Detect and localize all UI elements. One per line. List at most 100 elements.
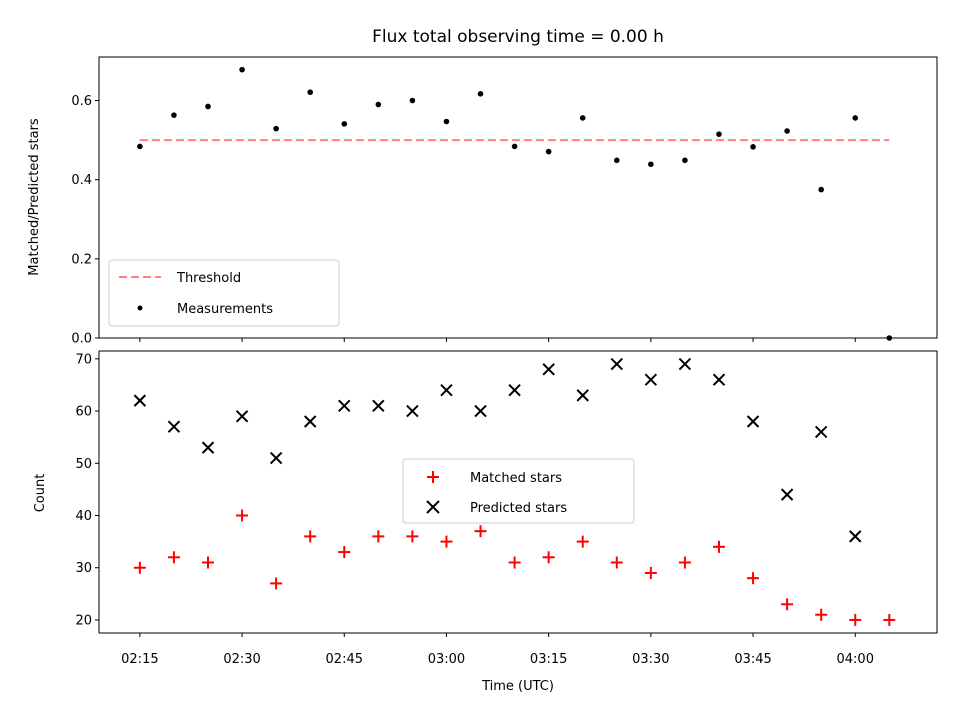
predicted-stars-point bbox=[610, 357, 623, 371]
measurement-point bbox=[648, 161, 654, 168]
matched-stars-point bbox=[781, 598, 794, 611]
measurement-point bbox=[511, 143, 518, 150]
measurement-point bbox=[613, 157, 620, 164]
predicted-stars-point bbox=[746, 415, 760, 428]
x-tick-label: 02:30 bbox=[223, 652, 260, 667]
predicted-stars-point bbox=[133, 394, 147, 407]
matched-stars-point bbox=[372, 530, 385, 543]
matched-stars-point bbox=[304, 530, 317, 543]
x-tick-label: 03:45 bbox=[734, 652, 771, 667]
y-tick-label: 40 bbox=[75, 509, 92, 524]
matched-legend-label: Matched stars bbox=[470, 471, 562, 486]
measurement-point bbox=[171, 112, 177, 118]
predicted-stars-point bbox=[303, 415, 317, 428]
count-plot-area bbox=[133, 357, 896, 626]
predicted-stars-point bbox=[269, 451, 283, 465]
measurement-point bbox=[239, 66, 245, 73]
matched-stars-point bbox=[508, 556, 521, 569]
ratio-legend-box bbox=[108, 259, 340, 327]
y-tick-label: 0.0 bbox=[71, 332, 92, 347]
measurements-legend-label: Measurements bbox=[177, 302, 273, 317]
measurement-point bbox=[716, 131, 722, 137]
measurement-point bbox=[307, 89, 314, 96]
predicted-stars-point bbox=[849, 530, 862, 543]
measurement-point bbox=[375, 101, 382, 108]
matched-legend-swatch bbox=[427, 471, 439, 483]
predicted-stars-point bbox=[712, 373, 726, 386]
measurement-point bbox=[784, 128, 790, 134]
predicted-stars-point bbox=[440, 383, 453, 397]
count-x-axis-label: Time (UTC) bbox=[481, 679, 554, 694]
count-x-ticks: 02:15 02:30 02:45 03:00 03:15 03:30 03:45 04:00 bbox=[121, 633, 874, 667]
y-tick-label: 0.2 bbox=[71, 252, 92, 267]
chart-title: Flux total observing time = 0.00 h bbox=[372, 27, 664, 47]
matched-stars-point bbox=[202, 556, 215, 569]
x-tick-label: 03:30 bbox=[632, 652, 669, 667]
predicted-legend-swatch bbox=[426, 500, 440, 514]
matched-stars-point bbox=[270, 577, 283, 590]
predicted-stars-point bbox=[201, 441, 215, 454]
matched-stars-point bbox=[883, 613, 896, 626]
y-tick-label: 0.4 bbox=[71, 173, 92, 188]
measurement-point bbox=[137, 143, 143, 150]
predicted-stars-point bbox=[235, 410, 249, 423]
ratio-y-ticks: 0.0 0.2 0.4 0.6 bbox=[71, 94, 99, 347]
count-axes-frame bbox=[98, 350, 938, 634]
measurement-point bbox=[750, 144, 756, 150]
predicted-legend-label: Predicted stars bbox=[470, 501, 567, 516]
predicted-stars-point bbox=[372, 399, 385, 413]
y-tick-label: 20 bbox=[75, 613, 92, 628]
predicted-stars-point bbox=[474, 404, 487, 418]
x-tick-label: 03:00 bbox=[428, 652, 465, 667]
count-legend-box bbox=[402, 458, 635, 524]
predicted-stars-point bbox=[406, 404, 419, 418]
matched-stars-point bbox=[474, 525, 487, 538]
predicted-stars-point bbox=[644, 373, 658, 386]
measurement-point bbox=[545, 148, 552, 155]
measurement-point bbox=[579, 115, 586, 121]
matched-stars-point bbox=[815, 608, 828, 621]
measurement-point bbox=[682, 157, 688, 164]
x-tick-label: 02:45 bbox=[326, 652, 363, 667]
ratio-plot-area bbox=[137, 66, 893, 341]
y-tick-label: 50 bbox=[75, 457, 92, 472]
count-panel: Count Time (UTC) 20 30 40 50 60 70 02:15 02:30… bbox=[33, 350, 938, 694]
measurement-point bbox=[818, 186, 824, 193]
matched-stars-point bbox=[712, 540, 725, 553]
matched-stars-point bbox=[678, 556, 691, 569]
matched-stars-point bbox=[167, 551, 180, 564]
predicted-stars-point bbox=[678, 357, 692, 371]
y-tick-label: 0.6 bbox=[71, 94, 92, 109]
measurement-point bbox=[273, 125, 279, 132]
predicted-stars-point bbox=[780, 488, 794, 501]
predicted-stars-point bbox=[542, 363, 555, 376]
matched-stars-point bbox=[542, 551, 555, 564]
matched-stars-point bbox=[236, 509, 249, 522]
ratio-axes-frame bbox=[98, 56, 938, 339]
matched-stars-point bbox=[747, 572, 760, 585]
y-tick-label: 60 bbox=[75, 405, 92, 420]
measurements-legend-swatch bbox=[137, 305, 143, 311]
predicted-stars-point bbox=[576, 389, 589, 402]
count-legend: Matched stars Predicted stars bbox=[402, 458, 635, 524]
ratio-x-ticks bbox=[139, 338, 856, 342]
x-tick-label: 04:00 bbox=[837, 652, 874, 667]
matched-stars-point bbox=[610, 556, 623, 569]
y-tick-label: 70 bbox=[75, 352, 92, 367]
x-tick-label: 02:15 bbox=[121, 652, 158, 667]
predicted-stars-point bbox=[508, 383, 521, 397]
count-y-ticks: 20 30 40 50 60 70 bbox=[75, 352, 99, 628]
predicted-stars-point bbox=[814, 425, 828, 439]
measurement-point bbox=[341, 121, 348, 127]
threshold-legend-label: Threshold bbox=[176, 271, 241, 286]
measurement-point bbox=[477, 91, 484, 97]
matched-stars-point bbox=[406, 530, 419, 543]
ratio-panel: Matched/Predicted stars 0.0 0.2 0.4 0.6 Thr… bbox=[27, 56, 938, 347]
matched-stars-point bbox=[644, 566, 657, 579]
measurement-point bbox=[443, 118, 450, 125]
count-y-axis-label: Count bbox=[33, 474, 48, 513]
measurement-point bbox=[852, 115, 859, 121]
measurement-point bbox=[409, 97, 416, 104]
x-tick-label: 03:15 bbox=[530, 652, 567, 667]
